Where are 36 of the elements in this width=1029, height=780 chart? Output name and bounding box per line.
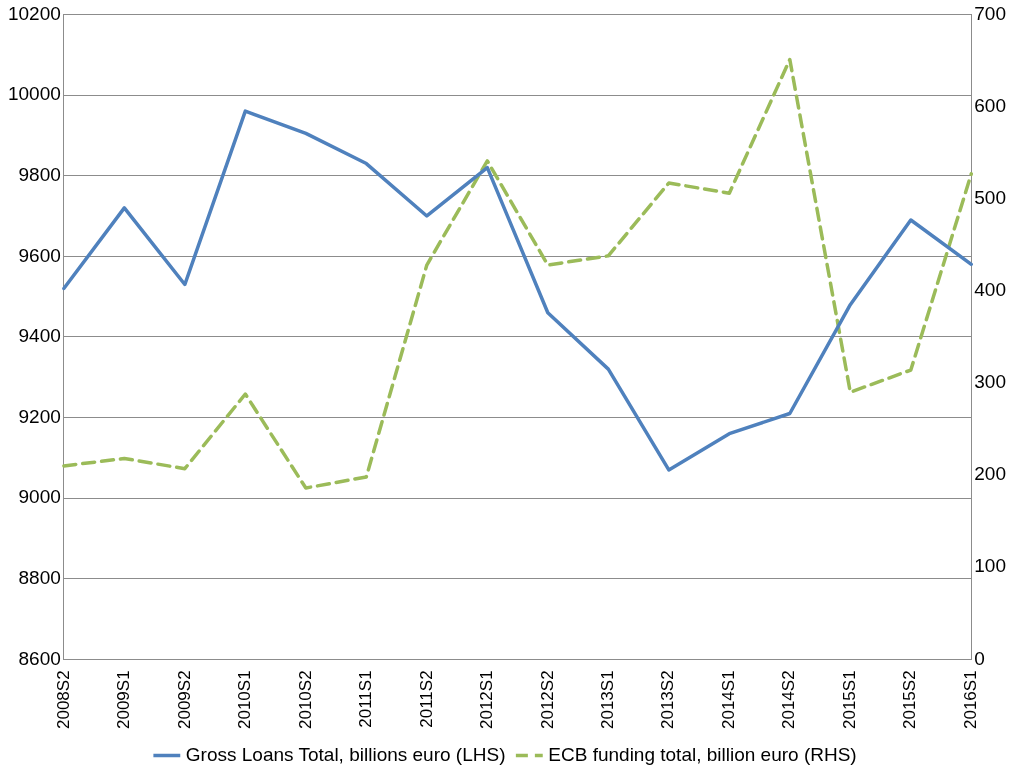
- y-tick-label: 9800: [18, 163, 61, 185]
- y2-tick-label: 700: [974, 2, 1006, 24]
- y-tick-label: 10200: [7, 2, 61, 24]
- x-tick-label: 2009S1: [114, 670, 134, 730]
- x-tick-label: 2010S1: [235, 670, 255, 730]
- x-tick-label: 2014S2: [779, 670, 799, 730]
- legend-label: ECB funding total, billion euro (RHS): [548, 743, 857, 765]
- x-tick-label: 2015S1: [839, 670, 859, 730]
- y2-tick-label: 600: [974, 94, 1006, 116]
- x-tick-label: 2009S2: [174, 670, 194, 730]
- y-tick-label: 9600: [18, 244, 61, 266]
- y-tick-label: 9400: [18, 325, 61, 347]
- x-tick-label: 2012S1: [477, 670, 497, 730]
- y2-tick-label: 400: [974, 279, 1006, 301]
- y2-tick-label: 200: [974, 463, 1006, 485]
- x-tick-label: 2011S1: [356, 670, 376, 728]
- x-tick-label: 2008S2: [53, 670, 73, 730]
- x-tick-label: 2013S1: [598, 670, 617, 730]
- legend-label: Gross Loans Total, billions euro (LHS): [185, 743, 506, 765]
- x-tick-label: 2014S1: [719, 670, 738, 730]
- y2-tick-label: 100: [974, 555, 1006, 577]
- x-tick-label: 2012S2: [537, 670, 557, 730]
- y2-tick-label: 0: [974, 647, 985, 669]
- y-tick-label: 8600: [18, 647, 61, 669]
- x-tick-label: 2013S2: [658, 670, 678, 730]
- x-tick-label: 2010S2: [295, 670, 315, 730]
- y-tick-label: 8800: [18, 567, 61, 588]
- x-tick-label: 2015S2: [900, 670, 920, 730]
- y-tick-label: 9000: [18, 486, 61, 508]
- x-tick-label: 2011S2: [416, 670, 436, 728]
- y-tick-label: 10000: [7, 83, 61, 105]
- y2-tick-label: 500: [974, 186, 1006, 208]
- y-tick-label: 9200: [18, 405, 61, 427]
- line-series: [62, 57, 974, 490]
- y2-tick-label: 300: [974, 371, 1006, 393]
- x-tick-label: 2016S1: [960, 670, 980, 730]
